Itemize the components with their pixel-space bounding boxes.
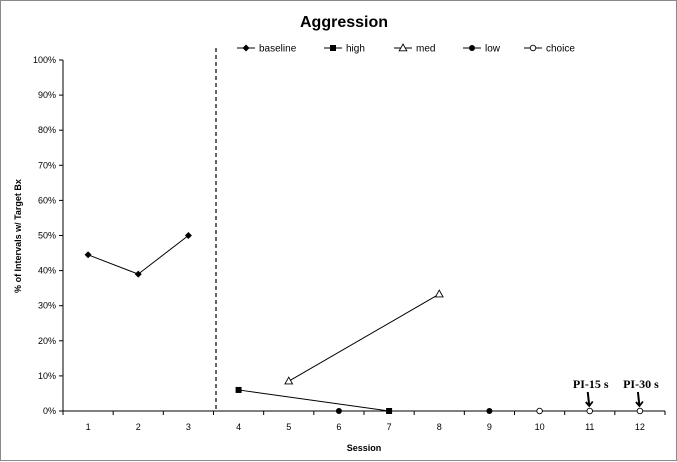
legend-item-med: med [394, 43, 435, 55]
y-tick-label: 10% [38, 371, 56, 381]
data-point-baseline [84, 251, 92, 259]
annotations: PI-15 s PI-30 s [573, 377, 659, 408]
x-tick-label: 2 [136, 422, 141, 432]
x-tick-label: 9 [487, 422, 492, 432]
data-point-high [235, 386, 242, 393]
annotation-label: PI-30 s [623, 377, 659, 391]
x-tick-label: 12 [635, 422, 645, 432]
data-point-baseline [134, 270, 142, 278]
series-line-med [288, 293, 440, 382]
x-tick-label: 7 [387, 422, 392, 432]
legend-label: choice [546, 44, 575, 55]
axes: 0%10%20%30%40%50%60%70%80%90%100%1 2 3 4 5 6 7… [33, 55, 666, 432]
y-tick-label: 50% [38, 231, 56, 241]
annotation-arrow-shaft [636, 391, 641, 407]
data-point-med [284, 376, 294, 385]
annotation: PI-30 s [623, 377, 659, 408]
series-baseline [84, 232, 192, 278]
data-point-baseline [184, 232, 192, 239]
annotation: PI-15 s [573, 377, 609, 408]
y-tick-label: 60% [38, 195, 56, 205]
x-tick-label: 6 [336, 422, 341, 432]
chart-title: Aggression [300, 14, 388, 31]
data-point-low [335, 408, 342, 414]
annotation-label: PI-15 s [573, 377, 609, 391]
legend-marker [529, 44, 537, 52]
y-tick-label: 100% [33, 55, 56, 65]
x-tick-label: 8 [437, 422, 442, 432]
data-point-choice [536, 407, 543, 415]
x-tick-label: 1 [86, 422, 91, 432]
legend-item-high: high [324, 44, 365, 55]
y-axis-label: % of Intervals w/ Target Bx [13, 179, 23, 293]
x-tick-label: 4 [236, 422, 241, 432]
series-low [335, 408, 493, 414]
data-point-low [486, 408, 493, 414]
x-tick-label: 11 [585, 422, 594, 432]
legend: baseline high med low choice [237, 43, 575, 55]
series-high [235, 386, 393, 414]
legend-label: med [416, 44, 435, 55]
y-tick-label: 80% [38, 125, 56, 135]
series-choice [536, 407, 644, 415]
data-point-high [386, 408, 393, 414]
y-tick-label: 20% [38, 336, 56, 346]
legend-item-baseline: baseline [237, 44, 297, 55]
x-tick-label: 3 [186, 422, 191, 432]
y-tick-label: 0% [43, 406, 56, 416]
x-tick-label: 10 [535, 422, 545, 432]
series-med [284, 289, 444, 385]
x-tick-label: 5 [286, 422, 291, 432]
data-point-choice [586, 407, 594, 415]
series-layer [84, 232, 644, 415]
legend-marker [469, 45, 475, 51]
y-tick-label: 40% [38, 266, 56, 276]
legend-label: baseline [259, 44, 297, 55]
legend-marker [330, 45, 336, 51]
legend-item-choice: choice [524, 44, 575, 55]
legend-marker [242, 44, 250, 52]
annotation-arrow-shaft [586, 391, 591, 407]
y-tick-label: 90% [38, 90, 56, 100]
series-line-baseline [87, 235, 189, 275]
annotation-arrow-head [635, 400, 644, 408]
series-line-high [238, 389, 390, 412]
x-axis-label: Session [347, 443, 382, 453]
y-tick-label: 70% [38, 160, 56, 170]
legend-item-low: low [463, 44, 501, 55]
legend-label: low [485, 44, 501, 55]
legend-label: high [346, 44, 365, 55]
data-point-med [434, 289, 444, 298]
annotation-arrow-head [585, 400, 594, 408]
legend-marker [398, 43, 408, 52]
y-tick-label: 30% [38, 301, 56, 311]
data-point-choice [636, 407, 644, 415]
